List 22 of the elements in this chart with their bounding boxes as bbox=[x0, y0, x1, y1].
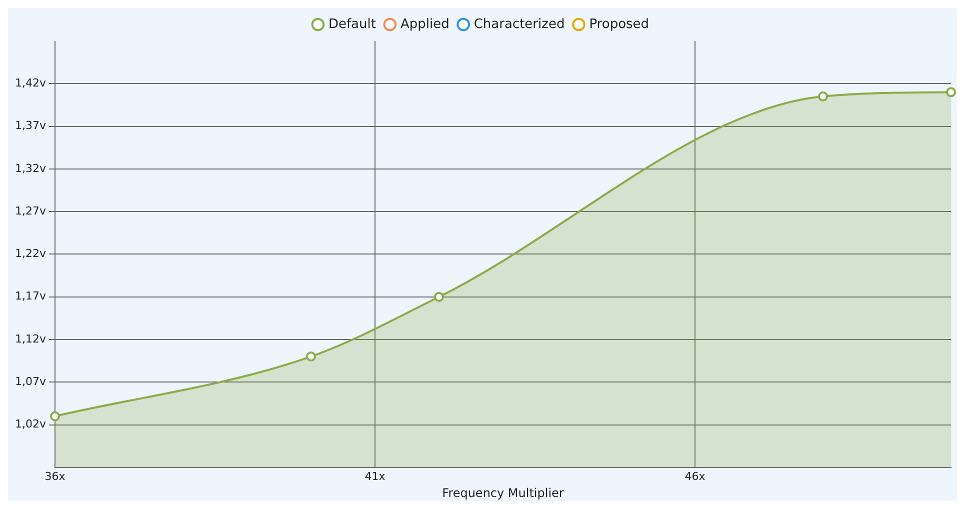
legend-label: Proposed bbox=[589, 16, 650, 32]
y-tick-label: 1,07v bbox=[14, 374, 46, 388]
y-tick-label: 1,42v bbox=[14, 76, 46, 90]
point bbox=[434, 292, 444, 302]
x-axis-title: Frequency Multiplier bbox=[442, 486, 564, 500]
x-tick-label: 41x bbox=[364, 470, 386, 483]
y-tick-label: 1,12v bbox=[14, 332, 46, 346]
point bbox=[946, 87, 956, 98]
point bbox=[50, 411, 60, 422]
x-tick-label: 36x bbox=[44, 470, 66, 483]
legend-label: Applied bbox=[400, 16, 450, 32]
y-tick-label: 1,02v bbox=[14, 418, 46, 431]
point bbox=[818, 91, 828, 102]
y-tick-label: 1,32v bbox=[14, 162, 46, 175]
y-tick-label: 1,37v bbox=[14, 119, 46, 132]
y-tick-label: 1,17v bbox=[14, 290, 46, 303]
legend-label: Characterized bbox=[474, 16, 565, 32]
y-tick-label: 1,27v bbox=[14, 204, 46, 218]
y-tick-label: 1,22v bbox=[14, 247, 46, 260]
legend-label: Default bbox=[328, 16, 376, 32]
point bbox=[306, 352, 316, 362]
x-tick-label: 46x bbox=[684, 470, 706, 483]
